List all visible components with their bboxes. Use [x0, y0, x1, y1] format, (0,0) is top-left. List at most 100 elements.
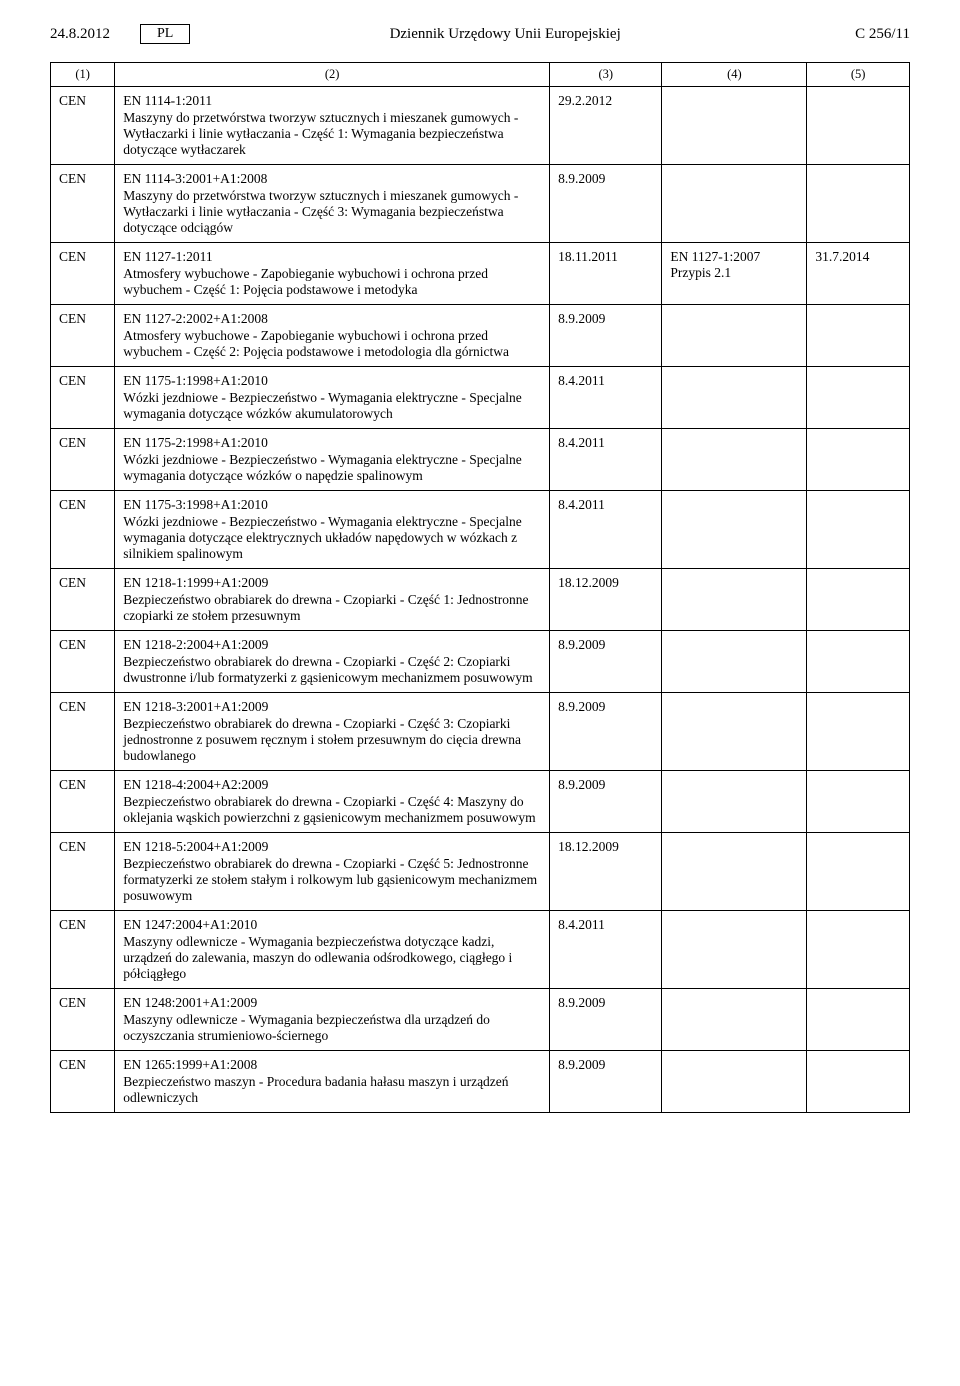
table-row: CENEN 1248:2001+A1:2009Maszyny odlewnicz…: [51, 989, 910, 1051]
header-page-number: C 256/11: [800, 26, 910, 43]
cell-standard: EN 1175-1:1998+A1:2010Wózki jezdniowe - …: [115, 367, 550, 429]
cell-cessation: [807, 305, 910, 367]
cell-standard: EN 1218-3:2001+A1:2009Bezpieczeństwo obr…: [115, 693, 550, 771]
cell-date: 8.4.2011: [550, 911, 662, 989]
cell-cessation: 31.7.2014: [807, 243, 910, 305]
standard-description: Wózki jezdniowe - Bezpieczeństwo - Wymag…: [123, 390, 522, 421]
table-row: CEN EN 1218-4:2004+A2:2009Bezpieczeństwo …: [51, 771, 910, 833]
standard-reference: EN 1127-2:2002+A1:2008: [123, 311, 541, 327]
page-header: 24.8.2012 PL Dziennik Urzędowy Unii Euro…: [50, 24, 910, 44]
cell-superseded: [662, 429, 807, 491]
cell-standard: EN 1127-1:2011Atmosfery wybuchowe - Zapo…: [115, 243, 550, 305]
standard-reference: EN 1218-5:2004+A1:2009: [123, 839, 541, 855]
cell-superseded: [662, 989, 807, 1051]
table-row: CENEN 1218-2:2004+A1:2009Bezpieczeństwo …: [51, 631, 910, 693]
table-row: CENEN 1247:2004+A1:2010Maszyny odlewnicz…: [51, 911, 910, 989]
cell-date: 8.9.2009: [550, 631, 662, 693]
standard-reference: EN 1175-1:1998+A1:2010: [123, 373, 541, 389]
cell-org: CEN: [51, 165, 115, 243]
cell-standard: EN 1218-2:2004+A1:2009Bezpieczeństwo obr…: [115, 631, 550, 693]
cell-date: 8.4.2011: [550, 429, 662, 491]
cell-org: CEN: [51, 367, 115, 429]
cell-date: 8.9.2009: [550, 989, 662, 1051]
cell-date: 8.9.2009: [550, 771, 662, 833]
standard-description: Atmosfery wybuchowe - Zapobieganie wybuc…: [123, 266, 488, 297]
cell-cessation: [807, 165, 910, 243]
standard-description: Maszyny odlewnicze - Wymagania bezpiecze…: [123, 1012, 490, 1043]
standard-description: Bezpieczeństwo obrabiarek do drewna - Cz…: [123, 592, 528, 623]
standard-reference: EN 1127-1:2011: [123, 249, 541, 265]
cell-org: CEN: [51, 771, 115, 833]
standard-description: Maszyny do przetwórstwa tworzyw sztuczny…: [123, 110, 518, 157]
cell-org: CEN: [51, 631, 115, 693]
cell-date: 18.11.2011: [550, 243, 662, 305]
cell-date: 8.9.2009: [550, 693, 662, 771]
standard-description: Bezpieczeństwo obrabiarek do drewna - Cz…: [123, 856, 537, 903]
cell-org: CEN: [51, 833, 115, 911]
cell-superseded: [662, 165, 807, 243]
standard-reference: EN 1175-2:1998+A1:2010: [123, 435, 541, 451]
cell-superseded: [662, 833, 807, 911]
cell-superseded: [662, 569, 807, 631]
standard-reference: EN 1114-1:2011: [123, 93, 541, 109]
cell-org: CEN: [51, 429, 115, 491]
cell-date: 18.12.2009: [550, 569, 662, 631]
standard-description: Bezpieczeństwo obrabiarek do drewna - Cz…: [123, 654, 532, 685]
cell-cessation: [807, 367, 910, 429]
cell-superseded: [662, 367, 807, 429]
cell-org: CEN: [51, 87, 115, 165]
table-header-row: (1) (2) (3) (4) (5): [51, 63, 910, 87]
cell-standard: EN 1218-1:1999+A1:2009Bezpieczeństwo obr…: [115, 569, 550, 631]
header-language-badge: PL: [140, 24, 190, 44]
standard-description: Atmosfery wybuchowe - Zapobieganie wybuc…: [123, 328, 509, 359]
standard-reference: EN 1218-4:2004+A2:2009: [123, 777, 541, 793]
table-row: CENEN 1114-3:2001+A1:2008Maszyny do prze…: [51, 165, 910, 243]
cell-date: 8.9.2009: [550, 165, 662, 243]
standard-description: Wózki jezdniowe - Bezpieczeństwo - Wymag…: [123, 514, 522, 561]
table-row: CENEN 1127-2:2002+A1:2008Atmosfery wybuc…: [51, 305, 910, 367]
cell-standard: EN 1248:2001+A1:2009Maszyny odlewnicze -…: [115, 989, 550, 1051]
header-date: 24.8.2012: [50, 26, 140, 43]
cell-date: 18.12.2009: [550, 833, 662, 911]
cell-cessation: [807, 569, 910, 631]
cell-cessation: [807, 911, 910, 989]
cell-cessation: [807, 1051, 910, 1113]
cell-standard: EN 1247:2004+A1:2010Maszyny odlewnicze -…: [115, 911, 550, 989]
cell-superseded: [662, 87, 807, 165]
page: 24.8.2012 PL Dziennik Urzędowy Unii Euro…: [0, 0, 960, 1153]
standard-reference: EN 1218-2:2004+A1:2009: [123, 637, 541, 653]
cell-org: CEN: [51, 693, 115, 771]
cell-date: 8.9.2009: [550, 1051, 662, 1113]
cell-date: 8.9.2009: [550, 305, 662, 367]
cell-standard: EN 1127-2:2002+A1:2008Atmosfery wybuchow…: [115, 305, 550, 367]
cell-standard: EN 1265:1999+A1:2008Bezpieczeństwo maszy…: [115, 1051, 550, 1113]
cell-superseded: [662, 491, 807, 569]
standard-reference: EN 1265:1999+A1:2008: [123, 1057, 541, 1073]
cell-superseded: [662, 305, 807, 367]
standard-reference: EN 1218-3:2001+A1:2009: [123, 699, 541, 715]
table-row: CENEN 1127-1:2011Atmosfery wybuchowe - Z…: [51, 243, 910, 305]
cell-date: 8.4.2011: [550, 491, 662, 569]
cell-cessation: [807, 771, 910, 833]
standard-description: Bezpieczeństwo obrabiarek do drewna - Cz…: [123, 794, 535, 825]
table-row: CENEN 1175-2:1998+A1:2010Wózki jezdniowe…: [51, 429, 910, 491]
cell-org: CEN: [51, 243, 115, 305]
cell-cessation: [807, 631, 910, 693]
standard-description: Bezpieczeństwo maszyn - Procedura badani…: [123, 1074, 508, 1105]
cell-standard: EN 1114-1:2011Maszyny do przetwórstwa tw…: [115, 87, 550, 165]
table-row: CENEN 1175-1:1998+A1:2010Wózki jezdniowe…: [51, 367, 910, 429]
cell-superseded: [662, 911, 807, 989]
standard-reference: EN 1175-3:1998+A1:2010: [123, 497, 541, 513]
col-header-1: (1): [51, 63, 115, 87]
cell-cessation: [807, 429, 910, 491]
standard-reference: EN 1248:2001+A1:2009: [123, 995, 541, 1011]
standard-reference: EN 1218-1:1999+A1:2009: [123, 575, 541, 591]
standard-description: Bezpieczeństwo obrabiarek do drewna - Cz…: [123, 716, 521, 763]
table-row: CENEN 1218-1:1999+A1:2009Bezpieczeństwo …: [51, 569, 910, 631]
cell-standard: EN 1114-3:2001+A1:2008Maszyny do przetwó…: [115, 165, 550, 243]
table-row: CENEN 1175-3:1998+A1:2010Wózki jezdniowe…: [51, 491, 910, 569]
cell-date: 29.2.2012: [550, 87, 662, 165]
cell-superseded: EN 1127-1:2007 Przypis 2.1: [662, 243, 807, 305]
col-header-3: (3): [550, 63, 662, 87]
cell-cessation: [807, 833, 910, 911]
